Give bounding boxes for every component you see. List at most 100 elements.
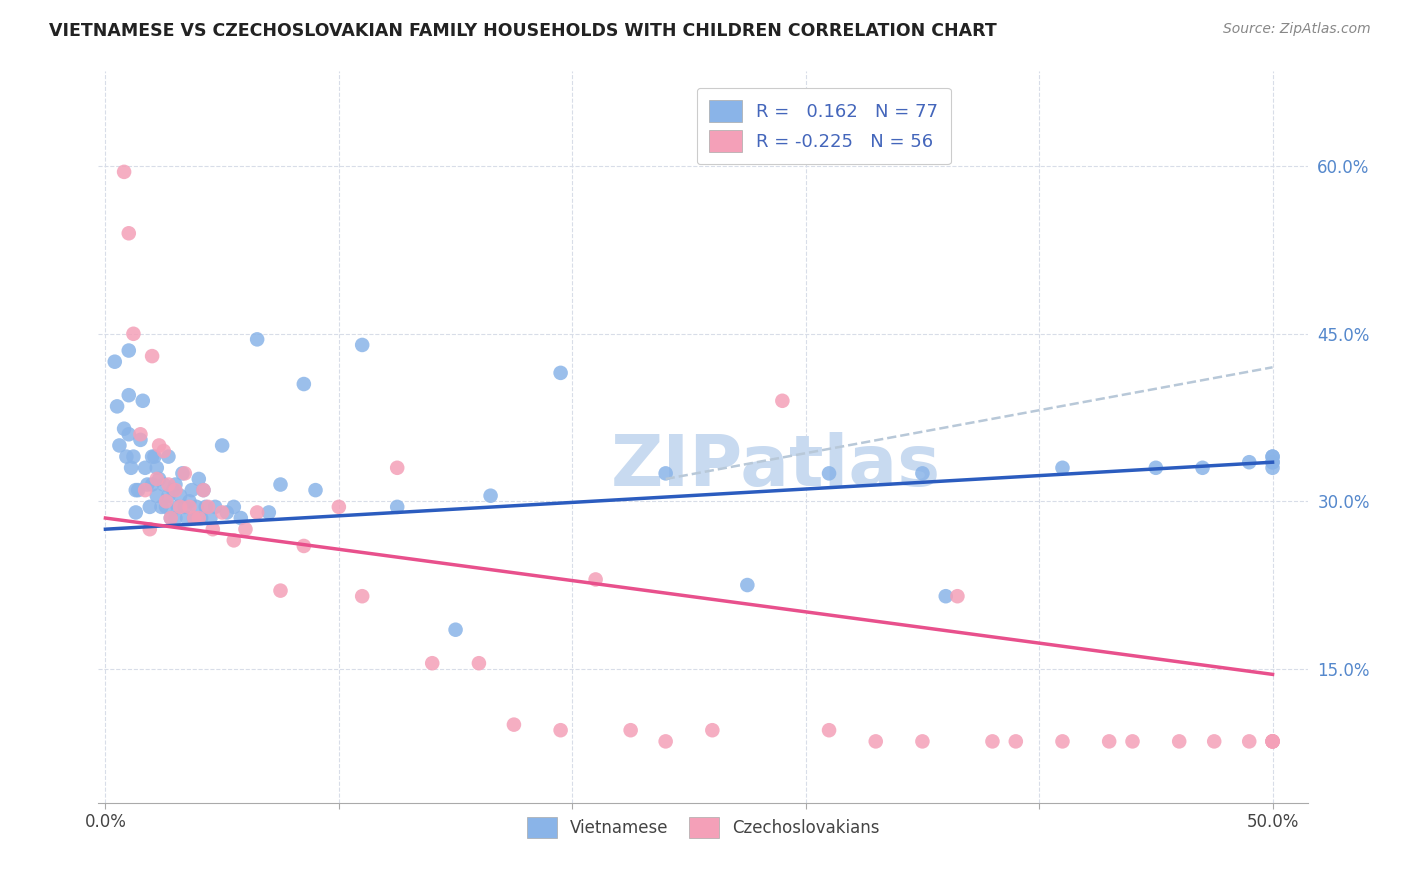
Point [654, 467, 676, 481]
Text: VIETNAMESE VS CZECHOSLOVAKIAN FAMILY HOUSEHOLDS WITH CHILDREN CORRELATION CHART: VIETNAMESE VS CZECHOSLOVAKIAN FAMILY HOU… [49, 22, 997, 40]
Point [292, 377, 315, 392]
Point [1261, 455, 1284, 469]
Point [127, 483, 149, 497]
Point [387, 460, 409, 475]
Point [183, 511, 205, 525]
Point [222, 500, 245, 514]
Point [1144, 460, 1167, 475]
Legend: Vietnamese, Czechoslovakians: Vietnamese, Czechoslovakians [515, 805, 891, 849]
Point [585, 573, 607, 587]
Point [134, 460, 156, 475]
Point [152, 444, 174, 458]
Point [468, 657, 491, 671]
Point [183, 511, 205, 525]
Text: ZIPatlas: ZIPatlas [610, 432, 941, 500]
Point [215, 506, 238, 520]
Point [134, 483, 156, 497]
Point [550, 366, 572, 380]
Point [165, 483, 187, 497]
Point [1261, 450, 1284, 464]
Point [420, 657, 443, 671]
Point [129, 427, 152, 442]
Point [120, 460, 142, 475]
Point [1261, 450, 1284, 464]
Point [292, 539, 315, 553]
Point [328, 500, 350, 514]
Point [146, 489, 169, 503]
Point [125, 483, 148, 497]
Point [141, 349, 163, 363]
Point [235, 522, 257, 536]
Point [193, 483, 215, 497]
Point [1004, 734, 1026, 748]
Point [122, 450, 145, 464]
Point [770, 393, 793, 408]
Point [179, 500, 201, 514]
Point [187, 472, 209, 486]
Point [1261, 460, 1284, 475]
Point [152, 477, 174, 491]
Point [200, 511, 222, 525]
Point [187, 511, 209, 525]
Point [105, 400, 128, 414]
Point [129, 433, 152, 447]
Point [157, 450, 180, 464]
Point [269, 477, 291, 491]
Point [157, 477, 180, 491]
Point [257, 506, 280, 520]
Point [981, 734, 1004, 748]
Point [104, 354, 127, 368]
Point [108, 438, 131, 452]
Point [1204, 734, 1226, 748]
Point [911, 734, 934, 748]
Point [166, 500, 188, 514]
Point [444, 623, 467, 637]
Point [146, 472, 169, 486]
Point [118, 388, 141, 402]
Point [197, 500, 219, 514]
Point [141, 477, 163, 491]
Point [159, 511, 181, 525]
Point [173, 500, 195, 514]
Point [179, 494, 201, 508]
Point [204, 500, 226, 514]
Point [201, 522, 224, 536]
Point [180, 483, 202, 497]
Point [169, 500, 191, 514]
Point [246, 332, 269, 346]
Point [173, 467, 195, 481]
Point [246, 506, 269, 520]
Point [269, 583, 291, 598]
Point [1261, 734, 1284, 748]
Point [1237, 455, 1260, 469]
Point [186, 500, 208, 514]
Point [190, 511, 212, 525]
Point [1121, 734, 1143, 748]
Point [159, 511, 181, 525]
Point [146, 460, 169, 475]
Point [1261, 734, 1284, 748]
Point [122, 326, 145, 341]
Point [193, 483, 215, 497]
Point [112, 165, 135, 179]
Point [150, 500, 173, 514]
Point [176, 511, 198, 525]
Point [222, 533, 245, 548]
Point [1052, 460, 1074, 475]
Point [1261, 455, 1284, 469]
Point [620, 723, 643, 738]
Point [1098, 734, 1121, 748]
Point [1168, 734, 1191, 748]
Point [169, 489, 191, 503]
Point [157, 489, 180, 503]
Text: Source: ZipAtlas.com: Source: ZipAtlas.com [1223, 22, 1371, 37]
Point [112, 422, 135, 436]
Point [211, 438, 233, 452]
Point [125, 506, 148, 520]
Point [194, 500, 217, 514]
Point [946, 589, 969, 603]
Point [352, 589, 374, 603]
Point [132, 393, 155, 408]
Point [165, 477, 187, 491]
Point [155, 494, 177, 508]
